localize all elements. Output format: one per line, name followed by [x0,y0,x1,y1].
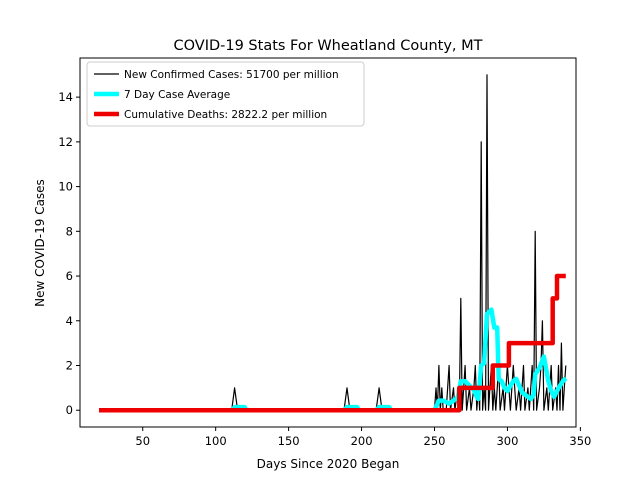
x-tick-label: 100 [205,434,227,448]
plot-area [99,74,568,413]
x-axis-label: Days Since 2020 Began [257,457,400,471]
x-tick-label: 150 [278,434,300,448]
series-line-0 [99,74,567,411]
x-tick-label: 300 [496,434,518,448]
axes-frame [79,57,577,428]
legend-box [86,61,365,127]
x-tick-label: 50 [135,434,150,448]
y-tick-label: 6 [66,269,73,283]
x-tick-label: 200 [351,434,373,448]
y-tick-label: 4 [66,314,73,328]
y-tick-label: 0 [66,403,73,417]
legend: New Confirmed Cases: 51700 per million 7 … [86,61,365,127]
y-tick-label: 8 [66,224,73,238]
x-tick-label: 350 [569,434,591,448]
x-tick-label: 250 [424,434,446,448]
y-tick-label: 14 [58,90,73,104]
legend-label-2: Cumulative Deaths: 2822.2 per million [124,109,327,121]
series-line-2 [99,273,566,413]
chart-title: COVID-19 Stats For Wheatland County, MT [174,38,483,54]
y-axis-label: New COVID-19 Cases [33,179,47,307]
legend-label-0: New Confirmed Cases: 51700 per million [124,69,339,81]
y-tick-label: 10 [58,180,73,194]
legend-label-1: 7 Day Case Average [124,89,230,101]
y-tick-label: 12 [58,135,73,149]
axes: 50 100 150 200 250 300 350 0 2 4 6 8 10 12 14 [58,57,591,448]
y-tick-label: 2 [66,359,73,373]
